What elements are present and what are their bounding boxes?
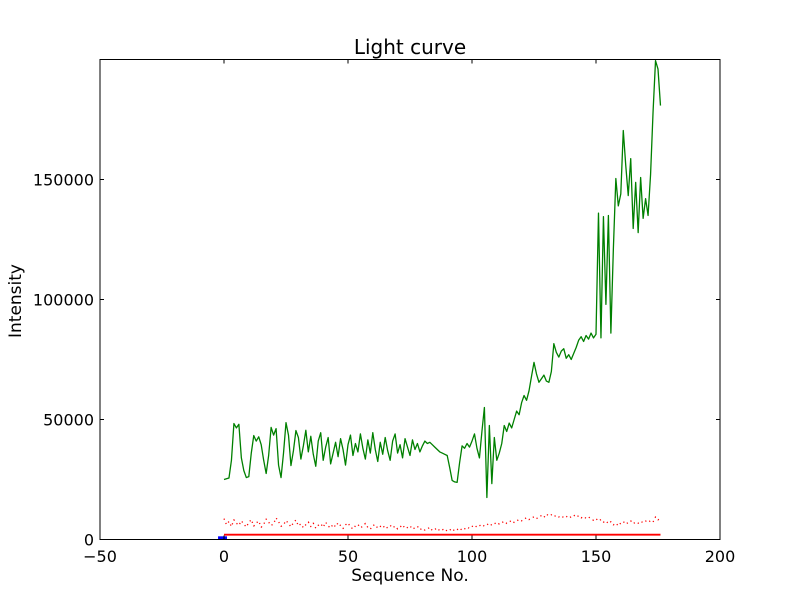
y-axis-label: Intensity	[6, 264, 26, 338]
y-tick-label: 150000	[32, 170, 94, 189]
axes-frame	[99, 59, 721, 540]
x-tick-label: −50	[83, 547, 117, 566]
x-tick-label: 150	[580, 547, 612, 566]
x-tick-label: 100	[456, 547, 488, 566]
y-tick-label: 50000	[43, 410, 94, 429]
series-red-dotted-line	[223, 513, 661, 532]
x-axis-label: Sequence No.	[351, 566, 469, 586]
chart-title: Light curve	[353, 35, 467, 59]
series-green-line	[223, 60, 662, 499]
x-tick-label: 50	[337, 547, 359, 566]
y-tick-label: 100000	[32, 290, 94, 309]
x-tick-label: 200	[704, 547, 736, 566]
x-tick-label: 0	[218, 547, 230, 566]
y-tick-label: 0	[83, 530, 94, 549]
